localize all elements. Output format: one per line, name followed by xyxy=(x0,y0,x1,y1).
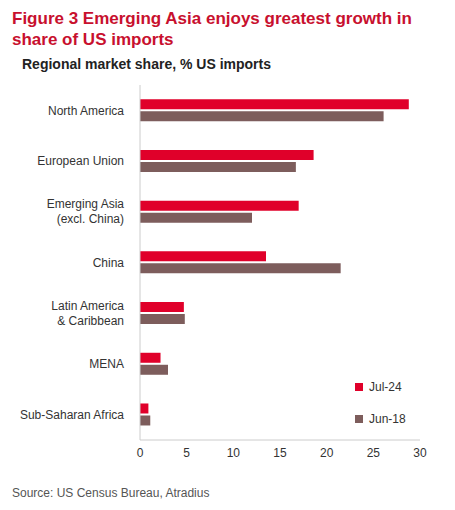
svg-text:5: 5 xyxy=(183,446,190,460)
svg-text:North America: North America xyxy=(48,104,124,118)
html-text:Jun-18: Jun-18 xyxy=(369,412,406,426)
svg-text:20: 20 xyxy=(320,446,334,460)
svg-text:MENA: MENA xyxy=(89,357,124,371)
svg-text:Latin America& Caribbean: Latin America& Caribbean xyxy=(51,299,124,328)
svg-text:Emerging Asia(excl. China): Emerging Asia(excl. China) xyxy=(47,197,125,226)
html-text:Source: US Census Bureau, Atra: Source: US Census Bureau, Atradius xyxy=(12,486,210,500)
svg-text:10: 10 xyxy=(227,446,241,460)
svg-text:30: 30 xyxy=(413,446,427,460)
svg-text:Sub-Saharan Africa: Sub-Saharan Africa xyxy=(20,408,124,422)
svg-text:European Union: European Union xyxy=(37,154,124,168)
svg-text:25: 25 xyxy=(367,446,381,460)
svg-text:China: China xyxy=(93,256,125,270)
html-text:Jul-24: Jul-24 xyxy=(369,380,402,394)
svg-text:15: 15 xyxy=(273,446,287,460)
html-text:Regional market share, % US im: Regional market share, % US imports xyxy=(22,56,271,72)
html-text:Figure 3 Emerging Asia enjoys: Figure 3 Emerging Asia enjoys greatest g… xyxy=(12,9,412,49)
svg-text:0: 0 xyxy=(137,446,144,460)
